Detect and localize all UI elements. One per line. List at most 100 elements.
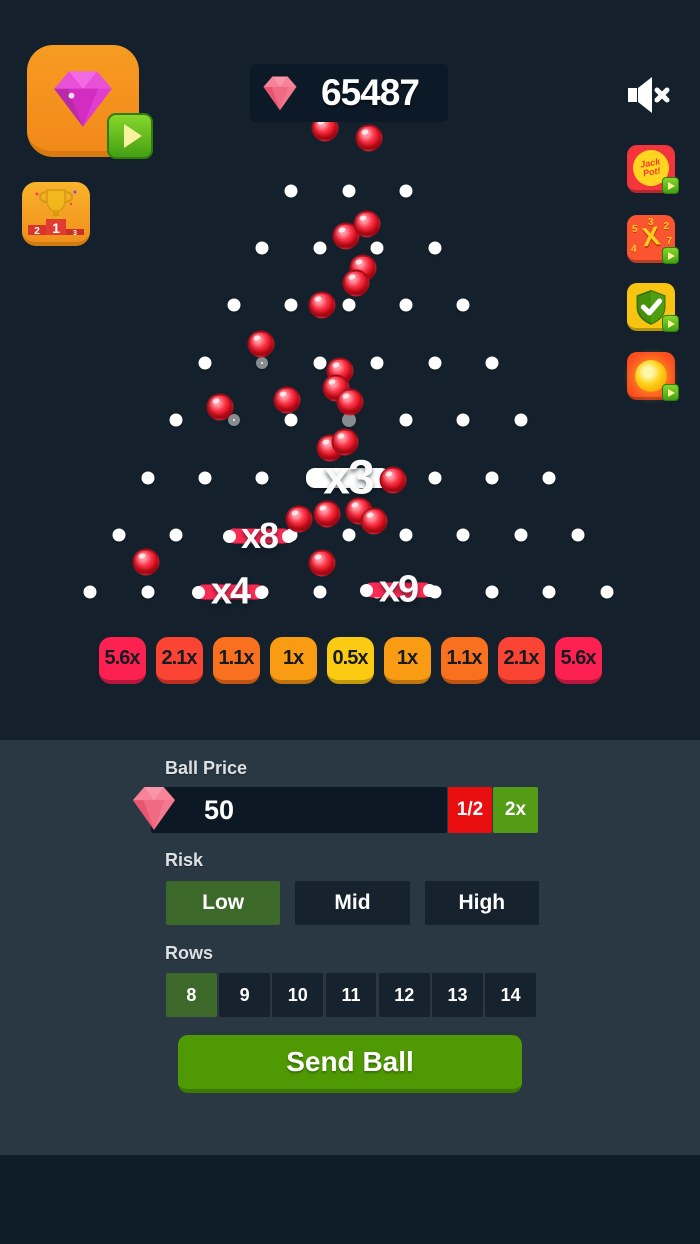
play-button-icon[interactable] [107,113,153,159]
multiplier-slot: 1.1x [212,637,260,684]
multiplier-bar [364,582,432,598]
multiplier-slot: 5.6x [98,637,146,684]
gem-currency-icon [263,76,297,111]
plinko-peg [198,356,212,370]
multiplier-bar [306,468,390,488]
plinko-peg [485,585,499,599]
plinko-peg [428,471,442,484]
plinko-peg [284,298,298,312]
plinko-peg [313,241,327,255]
rows-option-8[interactable]: 8 [166,973,217,1017]
plinko-peg [141,471,155,484]
multiplier-slot: 1x [269,637,317,684]
score-panel: 65487 [250,64,448,122]
plinko-peg [284,184,298,197]
plinko-peg [255,471,269,484]
plinko-peg [169,528,183,542]
play-button-icon [662,384,679,401]
control-panel: Ball Price 50 1/2 2x Risk Low Mid High Row… [0,740,700,1155]
ball-price-value: 50 [204,794,235,825]
gem-ball [206,393,234,421]
gem-ball [313,500,341,528]
play-button-icon [662,315,679,332]
plinko-peg [255,241,269,255]
svg-text:2: 2 [34,226,40,237]
plinko-peg [485,356,499,370]
ball-price-input[interactable]: 50 [151,787,447,833]
rows-label: Rows [165,943,214,963]
multiplier-slot: 2.1x [155,637,203,684]
plinko-peg [399,528,413,542]
risk-option-mid[interactable]: Mid [295,881,410,925]
plinko-peg [456,528,470,542]
plinko-peg [485,471,499,484]
risk-option-high[interactable]: High [424,881,539,925]
send-ball-button[interactable]: Send Ball [178,1035,522,1093]
plinko-peg [600,585,614,599]
gem-ball [273,386,301,414]
risk-option-low[interactable]: Low [166,881,281,925]
rows-option-9[interactable]: 9 [219,973,270,1017]
plinko-peg [227,298,241,312]
shield-game-tile[interactable] [627,283,679,332]
score-value: 65487 [321,72,420,113]
gem-app-tile[interactable] [27,45,153,159]
speaker-muted-icon [628,77,670,113]
multiplier-bar [196,584,264,600]
risk-label: Risk [165,850,204,870]
leaderboard-tile[interactable]: 1 2 3 [22,182,90,246]
multiplier-slot: 5.6x [554,637,602,684]
plinko-peg [370,356,384,370]
rows-option-10[interactable]: 10 [272,973,324,1017]
plinko-peg [571,528,585,542]
multiplier-hit-label: x9 [378,568,419,611]
half-price-button[interactable]: 1/2 [448,787,492,833]
double-price-button[interactable]: 2x [493,787,538,833]
play-button-icon [662,177,679,194]
multiplier-slot: 1.1x [440,637,488,684]
plinko-peg [514,413,528,427]
ball-price-label: Ball Price [165,758,248,778]
plinko-peg [313,585,327,599]
multiplier-hit-label: x8 [240,515,279,556]
plinko-peg [428,356,442,370]
multiplier-slot-row: 5.6x 2.1x 1.1x 1x 0.5x 1x 1.1x 2.1x 5.6x [0,637,700,684]
jackpot-game-tile[interactable]: Jack Pot! [627,145,679,194]
gem-ball [332,222,360,250]
shield-check-icon [636,289,666,325]
plinko-peg [399,298,413,312]
plinko-peg [284,413,298,427]
risk-button-group: Low Mid High [166,881,539,925]
play-button-icon [662,247,679,264]
multiply-game-tile[interactable]: X 5 3 2 4 7 [627,215,679,264]
rows-button-group: 8 9 10 11 12 13 14 [166,973,537,1017]
plinko-peg [428,241,442,255]
multiplier-slot: 2.1x [497,637,545,684]
ball-game-tile[interactable] [627,352,679,401]
multiplier-hit-label: x4 [210,570,251,613]
plinko-peg [542,585,556,599]
gem-ball [342,269,370,297]
gem-ball [355,124,383,152]
plinko-peg [456,298,470,312]
svg-text:1: 1 [52,220,60,236]
plinko-peg [341,413,356,428]
rows-option-13[interactable]: 13 [432,973,483,1017]
glow-ball-icon [635,360,667,392]
plinko-peg [227,414,240,427]
plinko-peg [542,471,556,484]
plinko-peg [514,528,528,542]
rows-option-12[interactable]: 12 [378,973,430,1017]
gem-ball [379,466,407,494]
multiplier-slot: 0.5x [326,637,374,684]
plinko-peg [342,298,355,312]
svg-text:3: 3 [73,230,77,237]
multiplier-bar [227,528,291,544]
plinko-peg [83,585,97,599]
plinko-peg [399,413,413,427]
gem-ball [285,505,313,533]
mute-button[interactable] [626,74,672,116]
rows-option-11[interactable]: 11 [325,973,377,1017]
rows-option-14[interactable]: 14 [485,973,537,1017]
